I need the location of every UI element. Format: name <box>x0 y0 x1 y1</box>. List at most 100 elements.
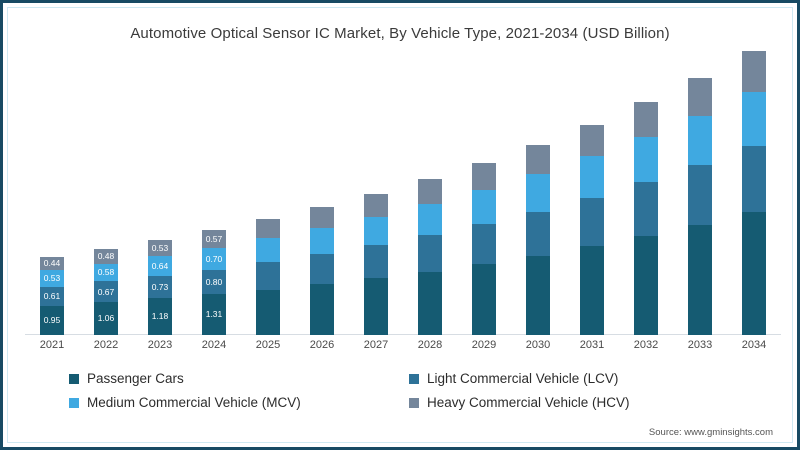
x-axis-label: 2023 <box>147 339 173 351</box>
bar-segment[interactable] <box>688 224 712 335</box>
x-axis-label: 2022 <box>93 339 119 351</box>
bar-segment[interactable]: 0.80 <box>202 269 226 295</box>
bar-value-label: 0.48 <box>97 250 115 261</box>
legend-item[interactable]: Heavy Commercial Vehicle (HCV) <box>409 395 749 410</box>
bar-value-label: 0.61 <box>43 290 61 301</box>
bar-segment[interactable] <box>526 174 550 212</box>
chart-title: Automotive Optical Sensor IC Market, By … <box>130 25 670 42</box>
bar-segment[interactable]: 0.73 <box>148 275 172 299</box>
bar-segment[interactable]: 0.53 <box>148 239 172 257</box>
bar-stack[interactable] <box>526 144 550 335</box>
bar-value-label: 1.18 <box>151 311 169 322</box>
bar-stack[interactable]: 0.95 0.61 0.53 0.44 <box>40 256 64 335</box>
legend-swatch-icon <box>409 373 419 384</box>
bar-value-label: 0.73 <box>151 281 169 292</box>
bar-segment[interactable]: 0.64 <box>148 256 172 276</box>
bar-segment[interactable] <box>418 271 442 335</box>
bar-segment[interactable] <box>580 197 604 247</box>
bar-segment[interactable] <box>634 182 658 236</box>
bar-stack[interactable] <box>364 193 388 335</box>
bar-segment[interactable] <box>364 193 388 217</box>
bar-value-label: 0.70 <box>205 253 223 264</box>
chart-inner-border <box>7 7 793 443</box>
bar-segment[interactable] <box>364 216 388 246</box>
bar-segment[interactable] <box>310 254 334 285</box>
bar-stack[interactable] <box>688 78 712 335</box>
bar-segment[interactable]: 0.61 <box>40 286 64 306</box>
bar-segment[interactable]: 0.44 <box>40 256 64 271</box>
bar-segment[interactable]: 1.31 <box>202 294 226 335</box>
bar-segment[interactable] <box>418 179 442 204</box>
bar-stack[interactable] <box>634 102 658 335</box>
bar-stack[interactable]: 1.18 0.73 0.64 0.53 <box>148 239 172 335</box>
legend-swatch-icon <box>69 397 79 408</box>
bar-segment[interactable] <box>634 136 658 183</box>
plot-area: 0.95 0.61 0.53 0.44 1.06 0.67 0.58 0.48 1.18 0.73… <box>25 51 781 335</box>
x-axis-label: 2027 <box>363 339 389 351</box>
bar-segment[interactable] <box>364 278 388 335</box>
bar-segment[interactable] <box>418 235 442 272</box>
bar-segment[interactable]: 0.95 <box>40 305 64 335</box>
x-axis-label: 2028 <box>417 339 443 351</box>
bar-segment[interactable] <box>472 264 496 335</box>
bar-segment[interactable] <box>256 289 280 335</box>
legend-label: Heavy Commercial Vehicle (HCV) <box>427 395 630 410</box>
bar-segment[interactable] <box>742 145 766 212</box>
bar-segment[interactable] <box>688 78 712 116</box>
bar-segment[interactable] <box>472 189 496 224</box>
bar-stack[interactable] <box>742 51 766 335</box>
bar-segment[interactable] <box>256 262 280 290</box>
bar-segment[interactable] <box>526 211 550 256</box>
bar-segment[interactable]: 0.53 <box>40 270 64 287</box>
bar-stack[interactable] <box>310 207 334 335</box>
bar-segment[interactable]: 0.48 <box>94 248 118 264</box>
bar-segment[interactable]: 1.06 <box>94 302 118 335</box>
bar-stack[interactable]: 1.06 0.67 0.58 0.48 <box>94 248 118 335</box>
x-axis-label: 2030 <box>525 339 551 351</box>
bar-segment[interactable] <box>310 207 334 229</box>
bar-value-label: 1.31 <box>205 309 223 320</box>
bar-segment[interactable] <box>634 235 658 335</box>
bar-segment[interactable] <box>418 203 442 236</box>
bar-segment[interactable] <box>688 115 712 166</box>
bar-segment[interactable] <box>526 144 550 175</box>
bar-segment[interactable] <box>256 238 280 263</box>
bar-segment[interactable]: 0.57 <box>202 230 226 249</box>
bar-value-label: 0.80 <box>205 276 223 287</box>
bar-segment[interactable]: 0.58 <box>94 263 118 282</box>
bar-segment[interactable] <box>526 255 550 335</box>
bar-segment[interactable] <box>310 284 334 335</box>
bar-segment[interactable] <box>580 246 604 335</box>
bar-segment[interactable] <box>742 211 766 335</box>
bar-segment[interactable] <box>580 156 604 198</box>
bar-stack[interactable]: 1.31 0.80 0.70 0.57 <box>202 230 226 335</box>
bar-segment[interactable] <box>310 228 334 255</box>
bar-segment[interactable] <box>742 91 766 146</box>
legend-item[interactable]: Light Commercial Vehicle (LCV) <box>409 371 749 386</box>
bar-segment[interactable] <box>580 124 604 157</box>
bar-segment[interactable]: 0.70 <box>202 248 226 270</box>
bar-segment[interactable]: 1.18 <box>148 298 172 335</box>
x-axis-label: 2025 <box>255 339 281 351</box>
legend-swatch-icon <box>409 397 419 408</box>
bar-segment[interactable] <box>364 245 388 279</box>
bar-segment[interactable]: 0.67 <box>94 281 118 303</box>
legend-item[interactable]: Passenger Cars <box>69 371 409 386</box>
bar-segment[interactable] <box>472 162 496 190</box>
x-axis-label: 2031 <box>579 339 605 351</box>
bar-segment[interactable] <box>688 165 712 225</box>
bar-segment[interactable] <box>742 51 766 92</box>
bar-segment[interactable] <box>634 102 658 137</box>
axis-baseline <box>25 334 781 335</box>
bar-stack[interactable] <box>472 162 496 335</box>
bar-segment[interactable] <box>256 219 280 239</box>
bar-stack[interactable] <box>580 124 604 335</box>
source-note: Source: www.gminsights.com <box>648 427 773 438</box>
bar-value-label: 0.95 <box>43 315 61 326</box>
bar-stack[interactable] <box>418 179 442 335</box>
bar-segment[interactable] <box>472 223 496 265</box>
x-axis-label: 2034 <box>741 339 767 351</box>
bar-stack[interactable] <box>256 219 280 335</box>
legend-item[interactable]: Medium Commercial Vehicle (MCV) <box>69 395 409 410</box>
